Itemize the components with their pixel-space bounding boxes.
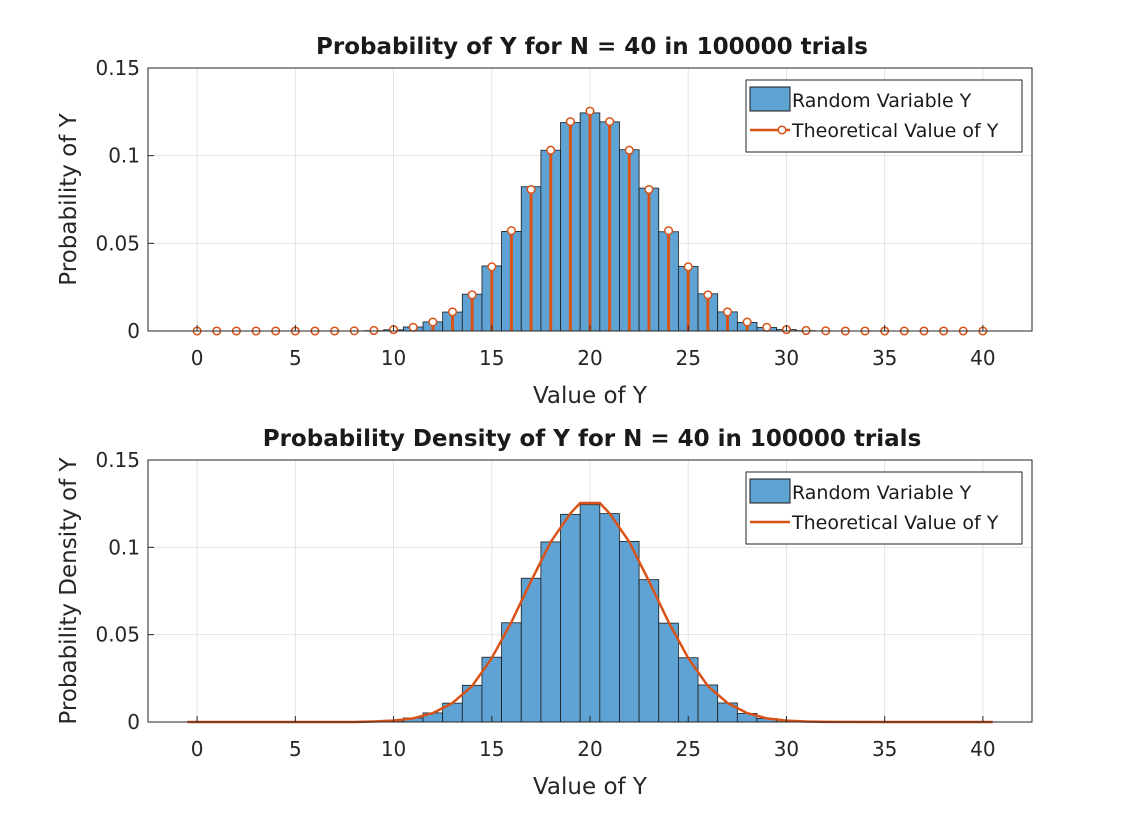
- y-axis-label: Probability Density of Y: [56, 456, 82, 724]
- stem-marker: [506, 226, 516, 236]
- x-tick-label: 0: [191, 737, 204, 761]
- x-tick-label: 15: [479, 346, 504, 370]
- stem-marker: [624, 145, 634, 155]
- stem-marker: [428, 317, 438, 327]
- stem-marker: [526, 184, 536, 195]
- stem-marker: [644, 184, 654, 195]
- x-axis-ticks: 0 5 10 15 20 25 30 35 40: [191, 325, 996, 370]
- legend-marker: [777, 125, 787, 135]
- stem-marker: [546, 145, 556, 155]
- y-axis-label: Probability of Y: [56, 112, 82, 285]
- x-tick-label: 10: [381, 737, 406, 761]
- y-tick-label: 0.05: [95, 623, 140, 647]
- chart-marks: [187, 501, 993, 724]
- x-axis-ticks: 0 5 10 15 20 25 30 35 40: [191, 716, 996, 761]
- stem-marker: [467, 290, 477, 300]
- x-tick-label: 30: [774, 346, 799, 370]
- histogram-bar: [540, 541, 561, 723]
- x-tick-label: 35: [872, 737, 897, 761]
- y-tick-label: 0: [127, 319, 140, 343]
- stem-marker: [565, 117, 575, 127]
- stem-marker: [703, 290, 713, 300]
- x-tick-label: 25: [675, 737, 700, 761]
- histogram-bar: [520, 577, 542, 723]
- x-axis-label: Value of Y: [533, 774, 648, 800]
- stem-marker: [722, 307, 733, 317]
- x-tick-label: 40: [970, 346, 995, 370]
- legend-swatch-stem: [750, 125, 790, 135]
- y-tick-label: 0.15: [95, 448, 140, 472]
- x-tick-label: 20: [577, 346, 602, 370]
- x-tick-label: 15: [479, 737, 504, 761]
- y-tick-label: 0.1: [108, 535, 140, 559]
- histogram-bar: [560, 513, 581, 723]
- y-axis-ticks: 0 0.05 0.1 0.15: [95, 448, 154, 734]
- y-axis-ticks: 0 0.05 0.1 0.15: [95, 56, 154, 343]
- stem-marker: [801, 325, 811, 336]
- chart-title: Probability of Y for N = 40 in 100000 tr…: [316, 34, 868, 60]
- legend-label: Random Variable Y: [792, 482, 972, 504]
- stem-marker: [683, 262, 693, 272]
- x-tick-label: 5: [289, 737, 302, 761]
- legend-label: Theoretical Value of Y: [791, 512, 999, 534]
- x-tick-label: 25: [675, 346, 700, 370]
- chart-title: Probability Density of Y for N = 40 in 1…: [263, 426, 922, 452]
- histogram-bar: [658, 622, 679, 723]
- legend: Random Variable Y Theoretical Value of Y: [745, 471, 1023, 545]
- y-tick-label: 0.05: [95, 231, 140, 255]
- chart-marks: [192, 106, 988, 336]
- legend-box: [745, 471, 1023, 545]
- histogram-bar: [501, 622, 522, 723]
- x-tick-label: 10: [381, 346, 406, 370]
- stem-marker: [742, 317, 752, 327]
- x-tick-label: 40: [970, 737, 995, 761]
- x-axis-label: Value of Y: [533, 383, 648, 409]
- legend-swatch-bar: [749, 478, 791, 504]
- stem-marker: [605, 117, 615, 127]
- y-tick-label: 0.15: [95, 56, 140, 80]
- top-chart: 0 5 10 15 20 25 30 35 40 0 0.05 0.1 0.15 Probabilit…: [56, 34, 1033, 409]
- stem-marker: [664, 226, 674, 236]
- stem-marker: [585, 106, 595, 116]
- y-tick-label: 0.1: [108, 144, 140, 168]
- y-tick-label: 0: [127, 710, 140, 734]
- bottom-chart: 0 5 10 15 20 25 30 35 40 0 0.05 0.1 0.15 Probabilit…: [56, 426, 1033, 800]
- x-tick-label: 5: [289, 346, 302, 370]
- legend: Random Variable Y Theoretical Value of Y: [745, 79, 1023, 153]
- legend-label: Theoretical Value of Y: [791, 120, 999, 142]
- stem-marker: [408, 322, 418, 332]
- stem-marker: [447, 307, 458, 317]
- legend-box: [745, 79, 1023, 153]
- stem-marker: [487, 262, 497, 272]
- x-tick-label: 35: [872, 346, 897, 370]
- histogram-bar: [579, 504, 601, 723]
- theoretical-line: [187, 501, 993, 724]
- histogram-bar: [599, 513, 620, 723]
- histogram-bar: [638, 579, 660, 723]
- stem-marker: [762, 322, 772, 332]
- x-tick-label: 20: [577, 737, 602, 761]
- histogram-bar: [619, 540, 640, 723]
- stem-marker: [369, 325, 379, 336]
- x-tick-label: 0: [191, 346, 204, 370]
- legend-label: Random Variable Y: [792, 90, 972, 112]
- legend-swatch-bar: [749, 86, 791, 112]
- x-tick-label: 30: [774, 737, 799, 761]
